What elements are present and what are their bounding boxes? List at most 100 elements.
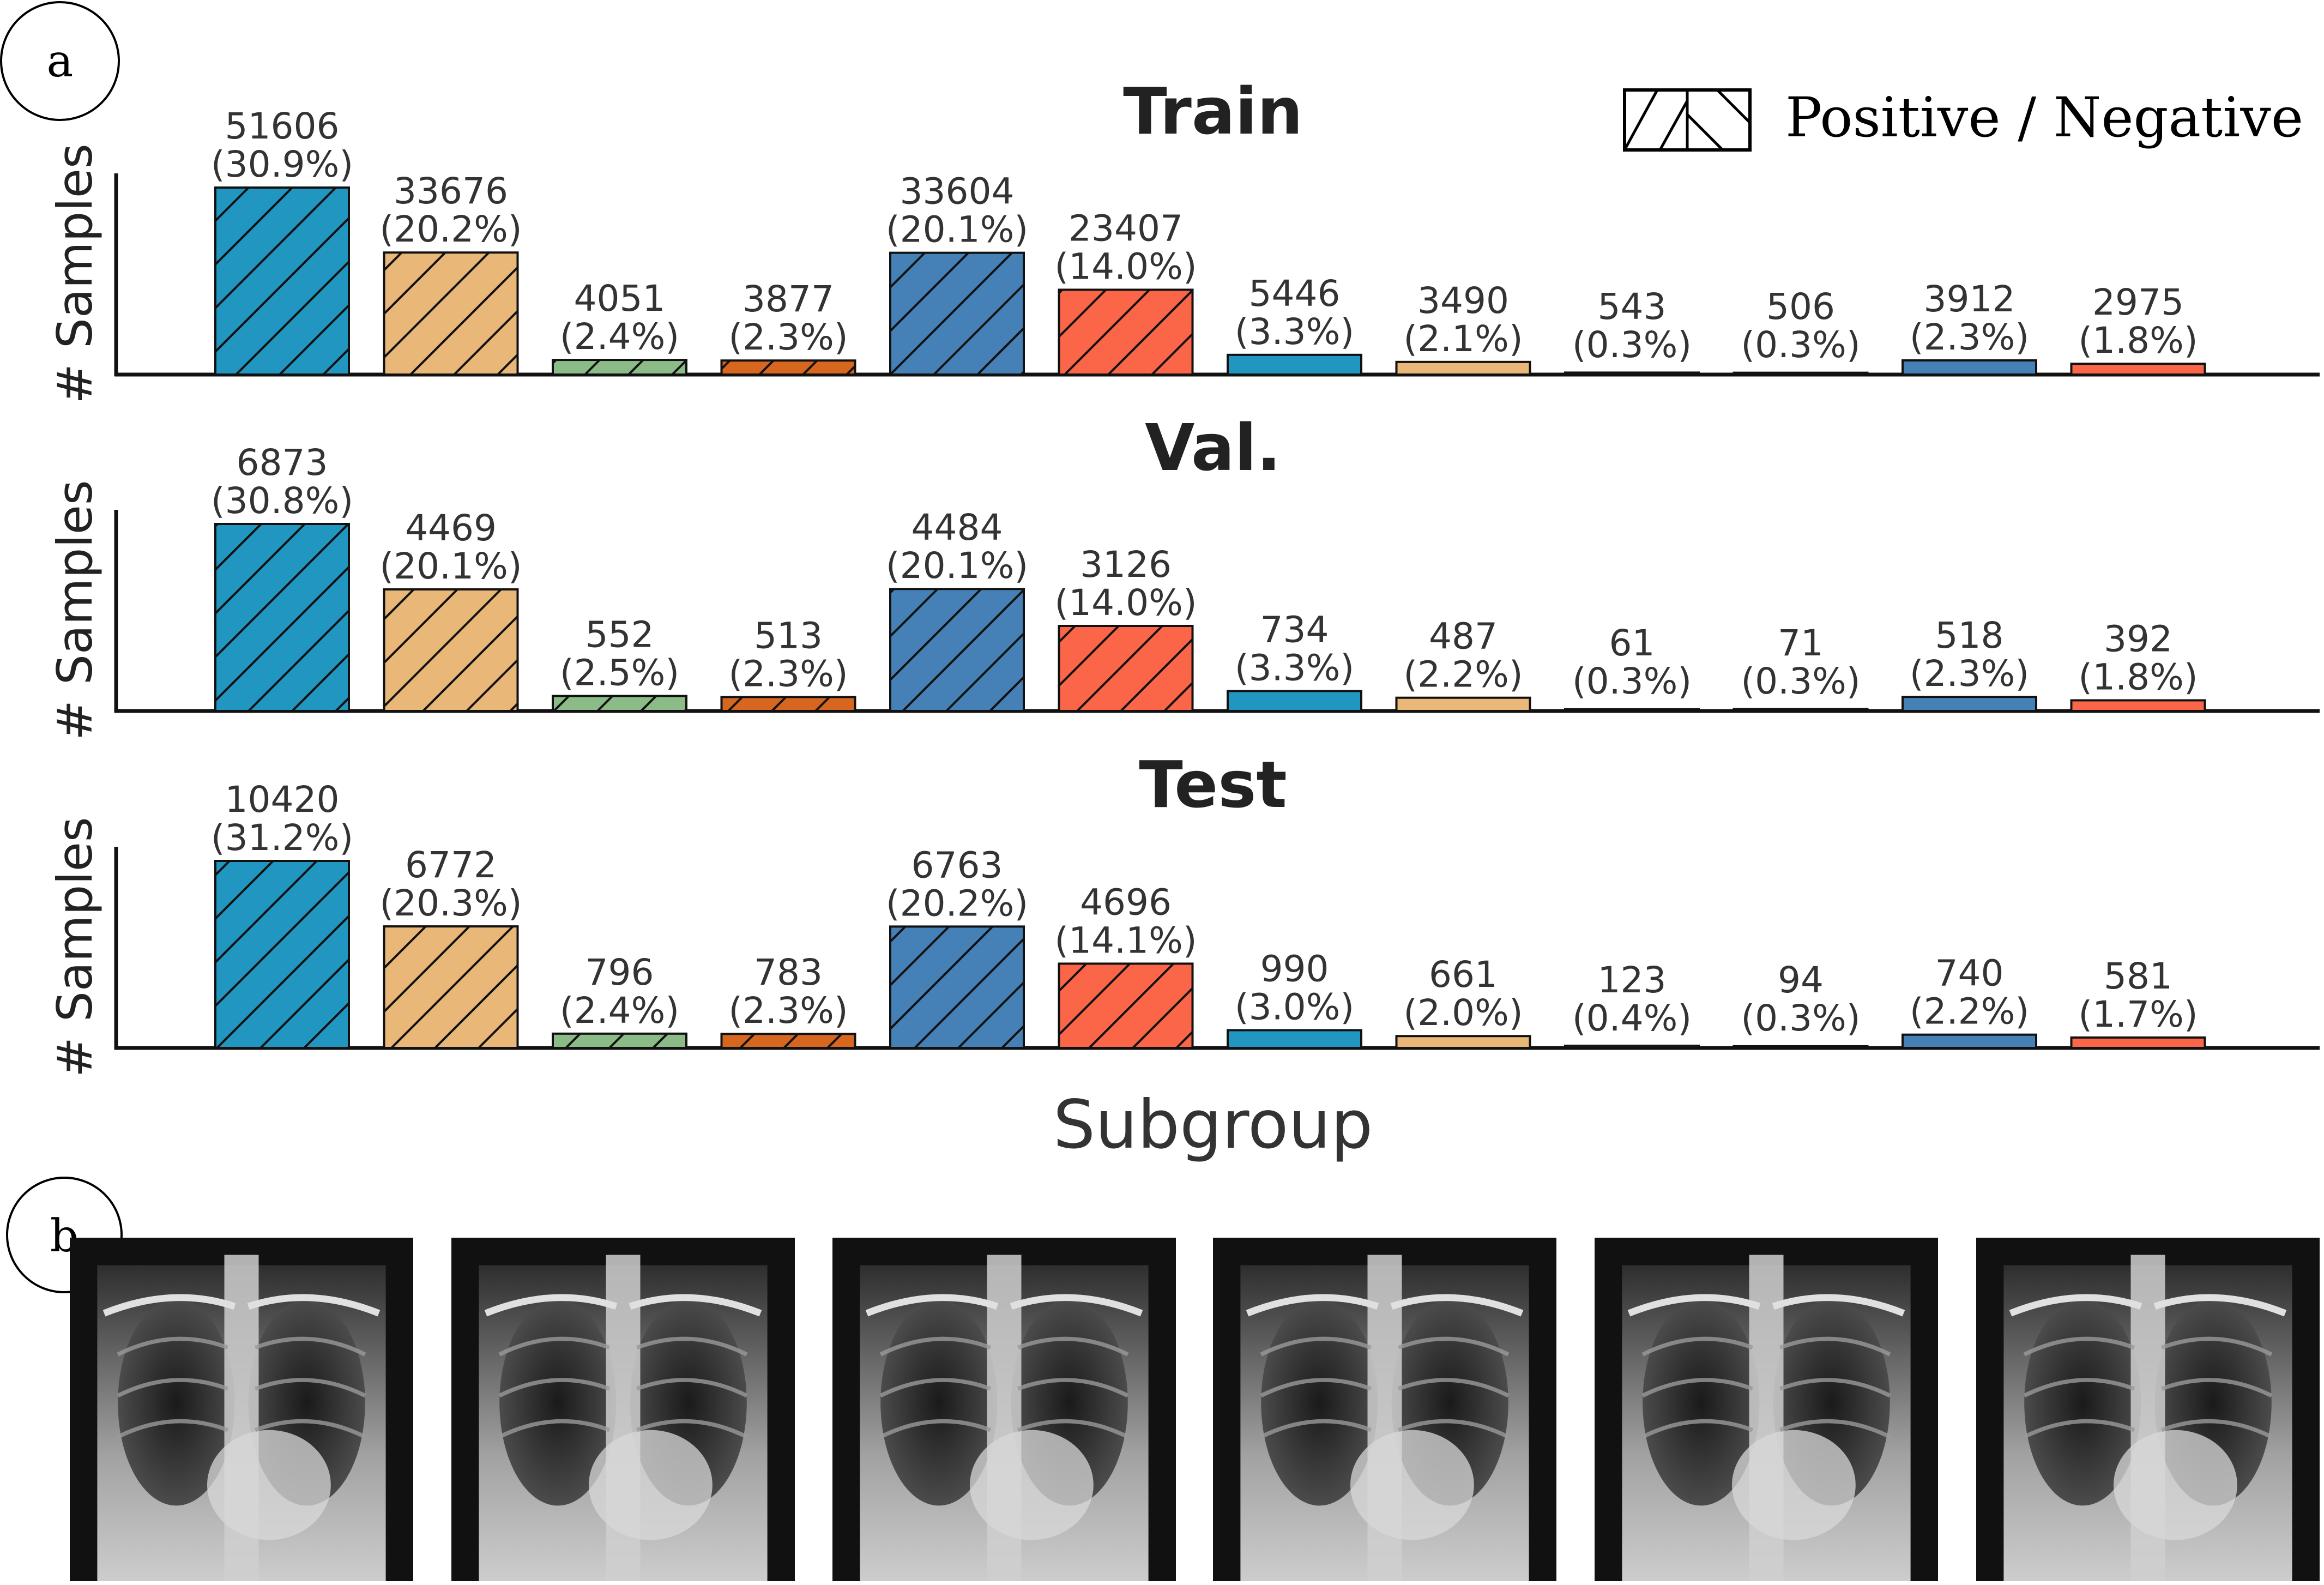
bar-percent-label: (2.0%) [1403, 992, 1523, 1034]
bar-value-label: 661 [1429, 954, 1498, 996]
bar-value-label: 3877 [743, 278, 834, 320]
bar-value-label: 3490 [1417, 280, 1509, 322]
bar-hatch [721, 697, 855, 711]
bar-group: 33604(20.1%) [886, 171, 1028, 376]
bar-hatch [384, 926, 518, 1048]
bar-hatch [215, 861, 349, 1048]
bar-value-label: 581 [2104, 955, 2172, 997]
bar-value-label: 487 [1429, 616, 1498, 658]
bar-percent-label: (2.1%) [1403, 318, 1523, 360]
bar-hatch [1059, 963, 1193, 1048]
panel-title: Train [1123, 74, 1303, 149]
bar-group: 3490(2.1%) [1395, 280, 1531, 376]
bar-group: 4051(2.4%) [552, 278, 687, 376]
bar-percent-label: (2.3%) [1910, 653, 2029, 695]
bar [1227, 1029, 1362, 1050]
bar-group: 4696(14.1%) [1054, 881, 1197, 1049]
bar-group: 506(0.3%) [1733, 286, 1869, 376]
bar-value-label: 51606 [225, 105, 340, 147]
bar-group: 71(0.3%) [1733, 622, 1869, 712]
bar-group: 4484(20.1%) [886, 507, 1028, 713]
bar-value-label: 71 [1778, 622, 1824, 664]
bar-value-label: 61 [1609, 622, 1655, 664]
bar-value-label: 4469 [405, 507, 497, 549]
bar-percent-label: (1.8%) [2078, 320, 2198, 361]
y-axis-label: # Samples [47, 817, 103, 1077]
bar-group: 51606(30.9%) [211, 105, 353, 376]
bar [1733, 708, 1869, 712]
panel-val: Val.# Samples6873(30.8%)4469(20.1%)552(2… [47, 410, 2320, 740]
bar-group: 581(1.7%) [2070, 955, 2206, 1050]
bar-group: 740(2.2%) [1902, 953, 2037, 1050]
legend-hatch-swatch-icon [1623, 88, 1752, 152]
panel-test: Test# Samples10420(31.2%)6772(20.3%)796(… [47, 747, 2320, 1077]
bar [1395, 360, 1531, 376]
bar-percent-label: (20.3%) [379, 882, 522, 924]
bar-value-label: 6873 [237, 442, 328, 484]
panel-title: Test [1139, 747, 1287, 822]
bar-value-label: 123 [1598, 959, 1667, 1001]
bar-group: 61(0.3%) [1564, 622, 1700, 713]
bar [1733, 371, 1869, 376]
bar [2070, 363, 2206, 376]
bar-percent-label: (1.8%) [2078, 656, 2198, 698]
bar-value-label: 6772 [405, 844, 497, 886]
bar-hatch [384, 252, 518, 375]
bar-value-label: 543 [1598, 286, 1667, 328]
bar-group: 990(3.0%) [1227, 948, 1362, 1050]
bar-value-label: 513 [754, 614, 823, 656]
bar-hatch [384, 589, 518, 711]
bar-percent-label: (0.3%) [1572, 660, 1692, 702]
bar-percent-label: (30.8%) [211, 480, 353, 522]
bar-value-label: 518 [1935, 614, 2004, 656]
legend: Positive / Negative [1623, 86, 2303, 152]
bar [1227, 690, 1362, 712]
bar-group: 6772(20.3%) [379, 844, 522, 1049]
bar-value-label: 10420 [225, 779, 340, 821]
bar-value-label: 990 [1260, 948, 1329, 990]
bar [1564, 1044, 1700, 1050]
bar-group: 33676(20.2%) [379, 170, 522, 376]
chest-xray-3 [832, 1238, 1176, 1581]
bar-hatch [721, 360, 855, 375]
bar-percent-label: (0.3%) [1741, 997, 1860, 1039]
bar-percent-label: (2.2%) [1403, 654, 1523, 696]
bar-value-label: 506 [1766, 286, 1835, 328]
bar-percent-label: (14.1%) [1054, 919, 1197, 961]
bar-percent-label: (31.2%) [211, 817, 353, 859]
bar [2070, 699, 2206, 712]
bar-percent-label: (0.3%) [1741, 660, 1860, 702]
bar-hatch [890, 926, 1024, 1048]
bar-value-label: 6763 [912, 844, 1003, 886]
bar-group: 3877(2.3%) [720, 278, 856, 376]
bar-hatch [1059, 625, 1193, 711]
bar-group: 10420(31.2%) [211, 779, 353, 1049]
bar-value-label: 552 [585, 613, 654, 655]
bar-group: 3126(14.0%) [1054, 544, 1197, 712]
bar-group: 23407(14.0%) [1054, 207, 1197, 376]
chest-xray-6 [1976, 1238, 2320, 1581]
bar-group: 513(2.3%) [720, 614, 856, 713]
bar [1902, 1033, 2037, 1050]
bar-percent-label: (3.0%) [1235, 986, 1354, 1028]
legend-label: Positive / Negative [1785, 86, 2303, 149]
bar-group: 5446(3.3%) [1227, 273, 1362, 376]
bar-percent-label: (2.3%) [1910, 316, 2029, 358]
chest-xray-5 [1595, 1238, 1938, 1581]
bar-percent-label: (2.5%) [560, 652, 679, 694]
bar-percent-label: (2.2%) [1910, 991, 2029, 1033]
bar-group: 6763(20.2%) [886, 844, 1028, 1049]
bar-value-label: 5446 [1249, 273, 1341, 315]
bar-percent-label: (20.2%) [379, 208, 522, 250]
bar-value-label: 4051 [574, 278, 666, 320]
bar-value-label: 3126 [1080, 544, 1172, 586]
panel-label-b-badge: b [6, 1177, 123, 1293]
bar-value-label: 796 [585, 951, 654, 993]
bar-percent-label: (2.4%) [560, 990, 679, 1032]
bar [1564, 371, 1700, 376]
bar-value-label: 392 [2104, 618, 2172, 660]
bar-percent-label: (14.0%) [1054, 245, 1197, 287]
bar-hatch [553, 1033, 686, 1048]
bar-value-label: 783 [754, 951, 823, 993]
bar-percent-label: (0.3%) [1741, 324, 1860, 366]
